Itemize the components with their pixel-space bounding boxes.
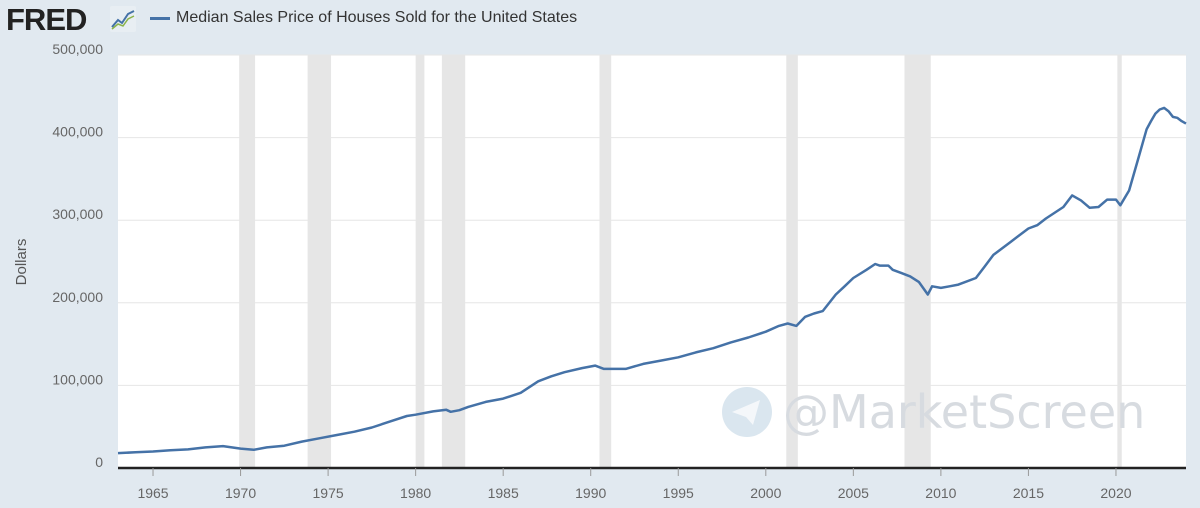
x-tick-label: 2005 <box>838 485 869 501</box>
recession-band <box>415 55 425 468</box>
x-tick-label: 1980 <box>400 485 431 501</box>
x-tick-label: 1965 <box>137 485 168 501</box>
y-axis-ticks: 0 100,000 200,000 300,000 400,000 500,000 <box>52 41 103 470</box>
header: FRED Median Sales Price of Houses Sold f… <box>0 0 1200 40</box>
watermark: @MarketScreen <box>722 385 1145 439</box>
x-axis-ticks: 1965 1970 1975 1980 1985 1990 1995 2000 2005 2010… <box>137 468 1132 501</box>
watermark-text: @MarketScreen <box>783 385 1145 439</box>
plot-background <box>118 55 1186 468</box>
legend[interactable]: Median Sales Price of Houses Sold for th… <box>150 8 577 28</box>
x-tick-label: 1995 <box>663 485 694 501</box>
y-tick-label: 200,000 <box>52 289 103 305</box>
line-graph-icon <box>110 6 136 32</box>
y-tick-label: 500,000 <box>52 41 103 57</box>
y-axis-title: Dollars <box>13 239 30 286</box>
fred-logo[interactable]: FRED <box>6 2 87 37</box>
x-tick-label: 1990 <box>575 485 606 501</box>
recession-band <box>904 55 931 468</box>
recession-band <box>1117 55 1122 468</box>
x-tick-label: 1970 <box>225 485 256 501</box>
x-tick-label: 2000 <box>750 485 781 501</box>
x-tick-label: 1985 <box>488 485 519 501</box>
recession-band <box>307 55 332 468</box>
telegram-plane-glyph <box>732 400 760 425</box>
x-tick-label: 2010 <box>925 485 956 501</box>
y-tick-label: 400,000 <box>52 124 103 140</box>
series-line <box>117 106 1187 455</box>
recession-band <box>441 55 466 468</box>
y-tick-label: 100,000 <box>52 371 103 387</box>
recession-band <box>239 55 256 468</box>
recession-shading <box>239 55 1122 468</box>
x-tick-label: 2020 <box>1100 485 1131 501</box>
legend-swatch <box>150 16 170 20</box>
legend-label: Median Sales Price of Houses Sold for th… <box>176 9 578 26</box>
y-tick-label: 0 <box>95 454 103 470</box>
y-tick-label: 300,000 <box>52 206 103 222</box>
recession-band <box>786 55 798 468</box>
gridlines <box>118 54 1186 386</box>
x-tick-label: 1975 <box>313 485 344 501</box>
x-tick-label: 2015 <box>1013 485 1044 501</box>
recession-band <box>599 55 612 468</box>
